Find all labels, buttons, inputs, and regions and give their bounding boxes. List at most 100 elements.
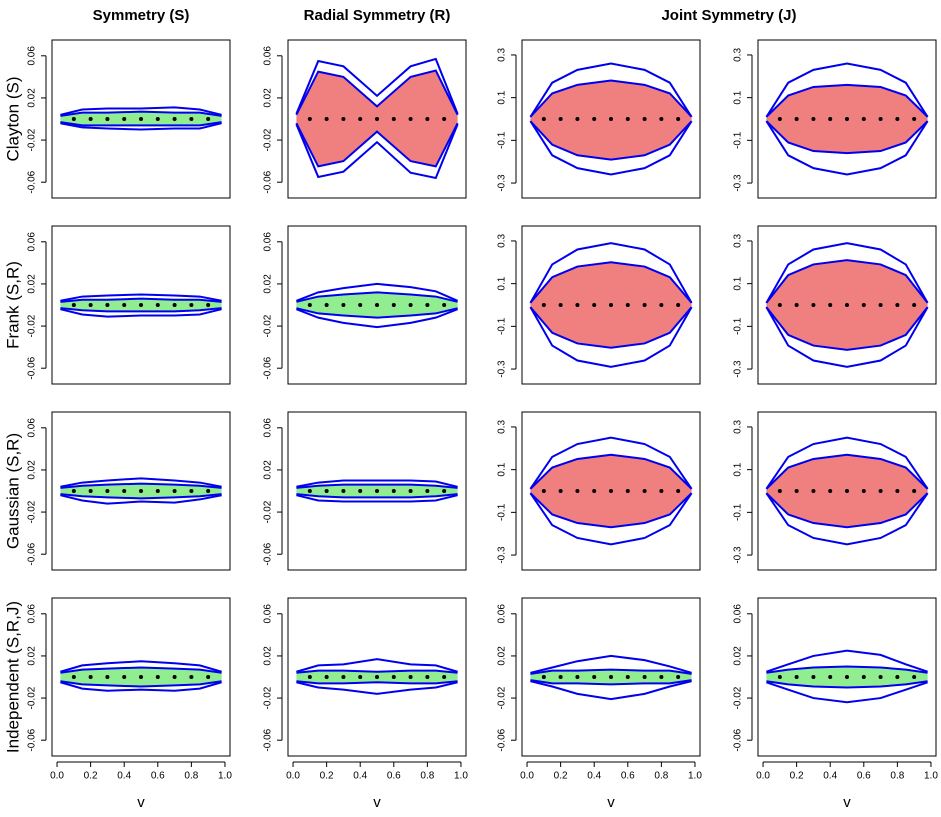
point — [88, 303, 93, 307]
point — [828, 117, 833, 121]
point — [324, 303, 329, 307]
y-tick-label: 0.02 — [263, 274, 274, 294]
point — [155, 489, 160, 493]
point — [442, 675, 447, 679]
point — [794, 675, 799, 679]
y-tick-label: 0.06 — [733, 604, 744, 624]
envelope-line — [766, 681, 928, 704]
point — [122, 675, 127, 679]
y-tick-label: 0.3 — [497, 234, 508, 248]
point — [575, 489, 580, 493]
point — [861, 489, 866, 493]
x-tick-label: 0.2 — [84, 771, 98, 782]
point — [425, 303, 430, 307]
plot-frame — [757, 411, 937, 571]
x-tick-label: 0.2 — [320, 771, 334, 782]
x-tick-label: 0.6 — [621, 771, 635, 782]
panel: -0.3 -0.1 0.1 0.3 — [497, 39, 701, 199]
point — [625, 489, 630, 493]
point — [358, 675, 363, 679]
envelope-line — [529, 453, 693, 490]
point — [155, 675, 160, 679]
envelope-line — [296, 483, 458, 489]
y-tick-label: 0.02 — [263, 88, 274, 108]
x-tick-label: 0.4 — [117, 771, 131, 782]
panel: -0.06 -0.02 0.02 0.06 0.0 0.2 0.4 0.6 0.8 1.0 v — [27, 597, 232, 811]
point — [828, 489, 833, 493]
panel: -0.06 -0.02 0.02 0.06 0.0 0.2 0.4 0.6 0.8 1.0 v — [733, 597, 938, 811]
envelope-line — [60, 493, 222, 500]
y-tick-label: 0.3 — [733, 48, 744, 62]
y-tick-label: 0.06 — [263, 46, 274, 66]
y-tick-label: 0.02 — [733, 646, 744, 666]
point — [625, 117, 630, 121]
y-tick-label: -0.02 — [497, 686, 508, 709]
point — [592, 675, 597, 679]
point — [861, 675, 866, 679]
plot-frame — [51, 411, 231, 571]
point — [642, 675, 647, 679]
x-tick-label: 0.6 — [151, 771, 165, 782]
point — [139, 303, 143, 307]
point — [592, 489, 597, 493]
point — [341, 489, 346, 493]
point — [71, 303, 76, 307]
envelope-line — [529, 79, 693, 118]
envelope-line — [765, 62, 929, 118]
panel: -0.06 -0.02 0.02 0.06 — [263, 411, 467, 571]
point — [341, 117, 346, 121]
y-tick-label: -0.06 — [263, 542, 274, 565]
envelope-line — [529, 492, 693, 529]
y-tick-label: -0.06 — [27, 728, 38, 751]
point — [845, 675, 849, 679]
x-tick-label: 0.0 — [286, 771, 300, 782]
envelope-line — [60, 121, 222, 127]
column-title: Joint Symmetry (J) — [661, 7, 796, 24]
y-tick-label: -0.3 — [733, 546, 744, 564]
envelope-line — [60, 110, 222, 117]
y-tick-label: -0.1 — [733, 503, 744, 521]
envelope-line — [766, 649, 928, 673]
point — [895, 303, 900, 307]
y-tick-label: -0.3 — [497, 174, 508, 192]
point — [845, 303, 849, 307]
envelope-line — [296, 282, 459, 302]
point — [307, 303, 312, 307]
point — [206, 117, 211, 121]
point — [105, 303, 110, 307]
envelope-line — [529, 120, 693, 176]
point — [408, 489, 413, 493]
point — [71, 117, 76, 121]
point — [794, 489, 799, 493]
point — [659, 303, 664, 307]
envelope-line — [60, 680, 222, 688]
envelope-line — [529, 306, 693, 368]
point — [912, 117, 917, 121]
x-tick-label: 0.4 — [823, 771, 837, 782]
point — [912, 675, 917, 679]
y-tick-label: -0.06 — [733, 728, 744, 751]
point — [558, 117, 563, 121]
y-tick-label: -0.02 — [733, 686, 744, 709]
point — [811, 675, 816, 679]
point — [408, 675, 413, 679]
point — [558, 675, 563, 679]
x-axis-label: v — [843, 794, 851, 811]
envelope-line — [765, 306, 929, 351]
envelope-line — [296, 680, 458, 685]
point — [794, 303, 799, 307]
y-tick-label: 0.02 — [27, 460, 38, 480]
point — [375, 117, 379, 121]
envelope-line — [296, 479, 458, 488]
row-label: Frank (S,R) — [3, 261, 22, 349]
y-tick-label: 0.3 — [733, 234, 744, 248]
point — [811, 489, 816, 493]
row-label: Gaussian (S,R) — [3, 433, 22, 549]
point — [592, 303, 597, 307]
panel: -0.3 -0.1 0.1 0.3 — [497, 225, 701, 385]
y-tick-label: 0.06 — [263, 604, 274, 624]
point — [88, 117, 93, 121]
y-tick-label: -0.1 — [497, 503, 508, 521]
x-tick-label: 0.4 — [353, 771, 367, 782]
y-tick-label: -0.02 — [263, 314, 274, 337]
